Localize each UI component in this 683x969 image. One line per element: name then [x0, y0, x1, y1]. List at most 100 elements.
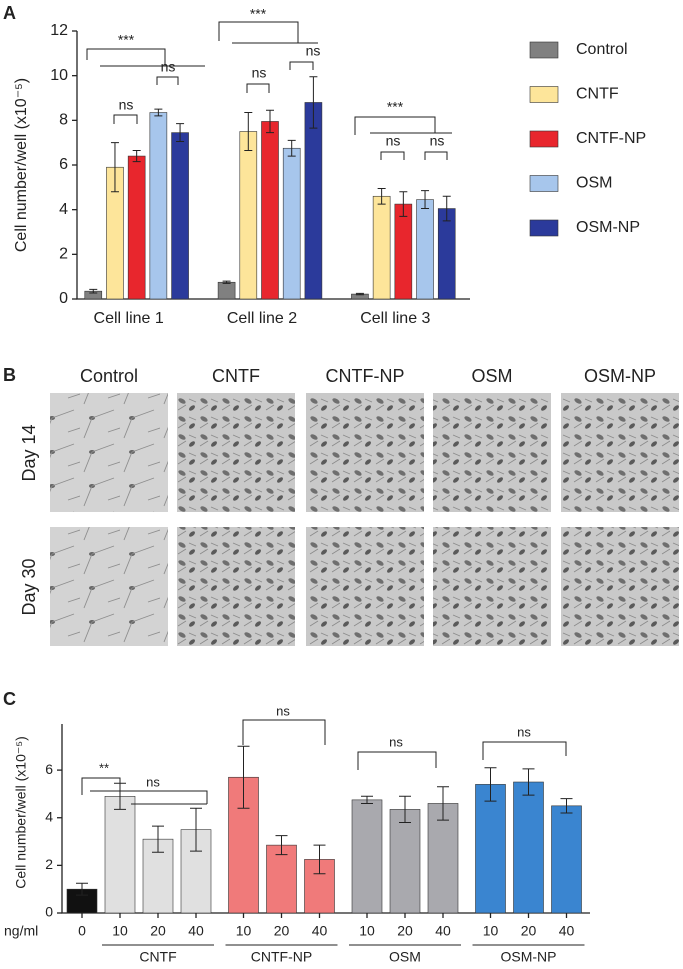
error-bar	[275, 835, 288, 856]
significance-bracket	[289, 61, 314, 70]
bar	[217, 281, 236, 300]
micrograph	[433, 393, 551, 512]
y-tick-label: 2	[59, 246, 68, 263]
significance-bracket	[380, 151, 405, 160]
legend-label: OSM	[576, 175, 612, 192]
group-label: CNTF-NP	[251, 949, 312, 965]
bar	[304, 102, 323, 300]
error-bar	[399, 795, 411, 823]
bar	[261, 121, 279, 300]
error-bar	[76, 882, 88, 896]
x-tick-label: 10	[112, 923, 128, 939]
error-bar	[399, 191, 408, 217]
error-bar	[237, 745, 250, 809]
column-label: CNTF-NP	[326, 366, 405, 386]
error-bar	[154, 108, 163, 117]
significance-bracket	[357, 751, 437, 770]
significance-label: ns	[119, 97, 134, 113]
legend-label: Control	[576, 41, 628, 58]
y-tick-label: 6	[59, 156, 68, 173]
micrograph	[433, 527, 551, 646]
legend-swatch	[529, 41, 559, 59]
x-tick-label: 10	[359, 923, 375, 939]
micrograph	[177, 393, 295, 512]
bar	[171, 132, 189, 300]
y-tick-label: 6	[45, 761, 53, 777]
y-tick-label: 4	[45, 808, 53, 824]
error-bar	[437, 786, 449, 821]
legend-label: OSM-NP	[576, 219, 640, 236]
significance-bracket	[218, 21, 318, 44]
legend-swatch	[529, 86, 559, 103]
significance-bracket	[113, 114, 138, 124]
legend-label: CNTF	[576, 86, 619, 103]
error-bar	[190, 807, 202, 852]
y-tick-label: 0	[45, 904, 53, 920]
significance-label: ns	[430, 133, 445, 149]
row-label: Day 30	[19, 558, 39, 615]
x-tick-label: 40	[312, 923, 328, 939]
significance-bracket	[156, 76, 179, 85]
error-bar	[522, 768, 535, 796]
error-bar	[110, 142, 119, 193]
error-bar	[152, 825, 164, 853]
significance-bracket	[242, 719, 326, 745]
significance-label: ns	[386, 133, 401, 149]
significance-label: ns	[161, 59, 176, 75]
error-bar	[89, 288, 98, 294]
legend-swatch	[529, 175, 559, 192]
legend-label: CNTF-NP	[576, 130, 646, 147]
error-bar	[560, 798, 573, 814]
bar	[104, 796, 136, 914]
x-tick-label: Cell line 3	[360, 310, 430, 327]
group-label: CNTF	[139, 949, 176, 965]
bar	[416, 199, 434, 300]
group-label: OSM-NP	[501, 949, 557, 965]
significance-label: ns	[276, 703, 290, 718]
error-bar	[176, 123, 185, 143]
micrograph	[50, 527, 168, 646]
group-label: OSM	[389, 949, 421, 965]
error-bar	[421, 190, 430, 210]
y-tick-label: 2	[45, 856, 53, 872]
significance-label: ns	[306, 43, 321, 59]
x-tick-label: Cell line 2	[227, 310, 297, 327]
error-bar	[132, 149, 141, 163]
x-tick-label: 40	[188, 923, 204, 939]
error-bar	[244, 112, 253, 151]
significance-bracket	[86, 48, 205, 67]
bar	[149, 112, 168, 300]
panel-label: B	[3, 365, 16, 385]
micrograph	[177, 527, 295, 646]
bar	[394, 203, 413, 300]
bar	[239, 131, 258, 300]
significance-bracket	[424, 151, 448, 160]
micrograph	[561, 527, 679, 646]
bar	[372, 195, 391, 300]
bar	[389, 809, 421, 914]
micrograph	[50, 393, 168, 512]
significance-bracket	[90, 790, 208, 805]
x-tick-label: 10	[483, 923, 499, 939]
bar	[282, 147, 301, 300]
column-label: CNTF	[212, 366, 260, 386]
legend-swatch	[529, 219, 559, 237]
y-axis-label: Cell number/well (x10⁻⁵)	[13, 736, 29, 888]
y-tick-label: 8	[59, 112, 68, 129]
error-bar	[361, 795, 373, 804]
bar	[127, 155, 146, 300]
error-bar	[222, 280, 231, 284]
bar	[351, 799, 383, 914]
bar	[551, 805, 582, 914]
micrograph	[306, 393, 424, 512]
column-label: OSM	[471, 366, 512, 386]
y-axis-label: Cell number/well (x10⁻⁵)	[13, 78, 30, 252]
significance-bracket	[81, 777, 121, 795]
error-bar	[313, 844, 326, 875]
bar	[437, 208, 456, 300]
significance-label: ***	[387, 99, 404, 115]
error-bar	[287, 139, 296, 157]
y-tick-label: 4	[59, 201, 68, 218]
x-axis-label: ng/ml	[4, 923, 38, 939]
